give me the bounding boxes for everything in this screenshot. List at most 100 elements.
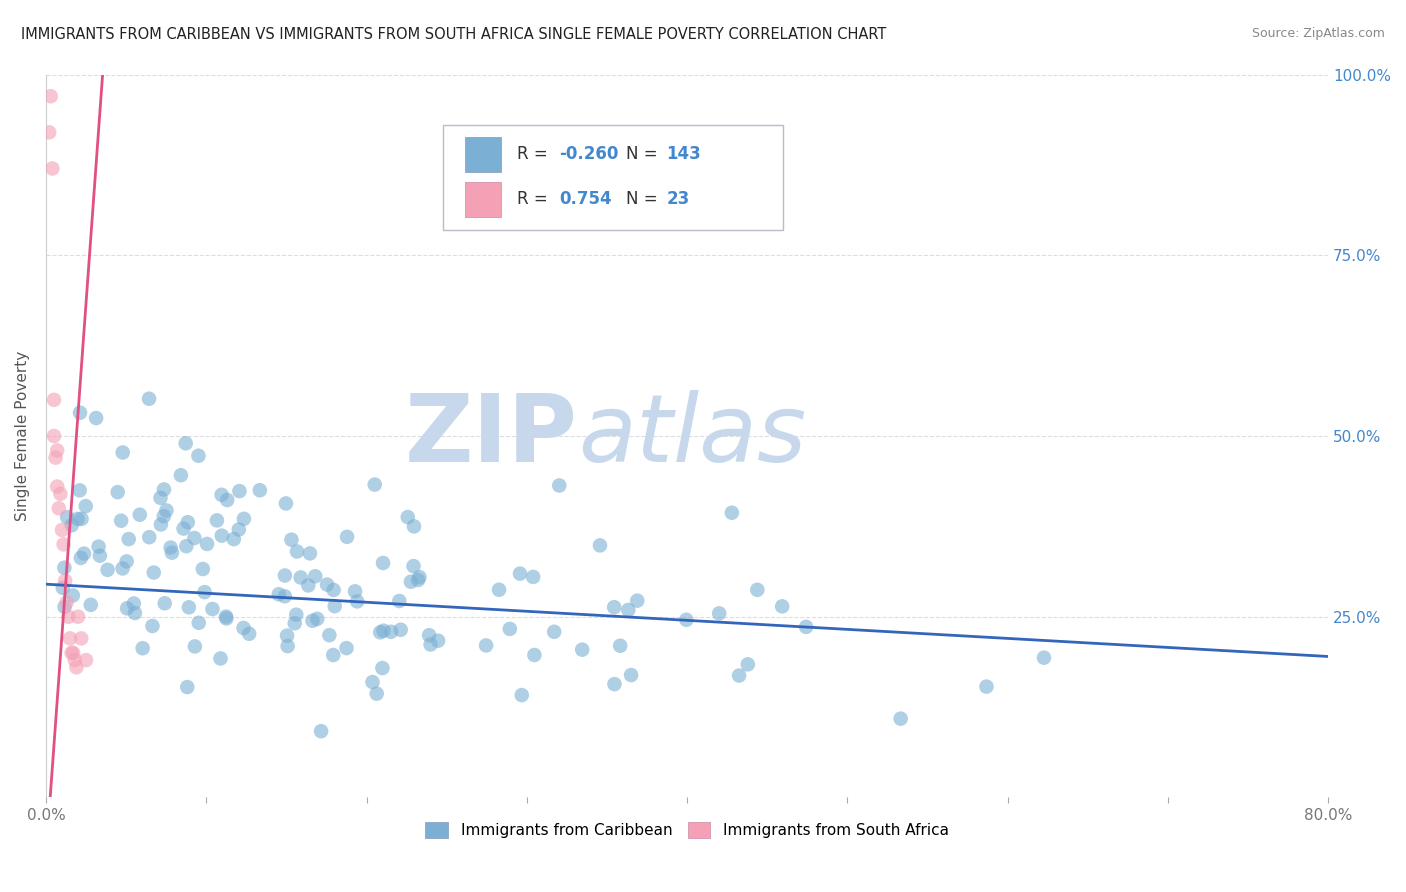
Point — [115, 601, 138, 615]
Point — [211, 488, 233, 502]
Point — [571, 642, 593, 657]
Point — [53, 574, 76, 588]
Point — [191, 562, 214, 576]
Text: 0.754: 0.754 — [558, 190, 612, 208]
Point — [344, 584, 367, 599]
Point — [389, 623, 412, 637]
Point — [89, 549, 111, 563]
Point — [153, 596, 176, 610]
Point — [38, 125, 60, 139]
Point — [66, 609, 89, 624]
Point — [499, 622, 522, 636]
Point — [87, 540, 110, 554]
Point — [41, 161, 63, 176]
Point — [402, 519, 425, 533]
Point — [307, 612, 329, 626]
Point — [211, 529, 233, 543]
Point — [194, 585, 217, 599]
Point — [69, 406, 91, 420]
Point — [110, 514, 132, 528]
Point — [276, 629, 298, 643]
Text: Source: ZipAtlas.com: Source: ZipAtlas.com — [1251, 27, 1385, 40]
Y-axis label: Single Female Poverty: Single Female Poverty — [15, 351, 30, 521]
Point — [510, 688, 533, 702]
Text: ZIP: ZIP — [405, 390, 578, 482]
Point — [39, 89, 62, 103]
Point — [402, 559, 425, 574]
Point — [335, 641, 357, 656]
Point — [280, 533, 302, 547]
Point — [170, 468, 193, 483]
Point — [58, 609, 80, 624]
Point — [509, 566, 531, 581]
Point — [75, 499, 97, 513]
Point — [709, 607, 731, 621]
Point — [406, 573, 429, 587]
Point — [80, 598, 103, 612]
Point — [46, 443, 69, 458]
Point — [111, 561, 134, 575]
Point — [297, 578, 319, 592]
Point — [122, 597, 145, 611]
Text: N =: N = — [626, 190, 662, 208]
Point — [201, 602, 224, 616]
Point — [301, 614, 323, 628]
Point — [56, 510, 79, 524]
Point — [177, 515, 200, 529]
Point — [195, 537, 218, 551]
Point — [65, 660, 87, 674]
Point — [277, 639, 299, 653]
Point — [523, 648, 546, 662]
Point — [589, 538, 612, 552]
Point — [149, 491, 172, 505]
Point — [309, 724, 332, 739]
Point — [284, 616, 307, 631]
Point — [267, 587, 290, 601]
Point — [215, 611, 238, 625]
Point — [138, 392, 160, 406]
Point — [209, 651, 232, 665]
Point — [322, 648, 344, 662]
Point — [141, 619, 163, 633]
Point — [721, 506, 744, 520]
Point — [388, 594, 411, 608]
Point — [543, 624, 565, 639]
Point — [153, 483, 176, 497]
Point — [976, 680, 998, 694]
Point — [274, 568, 297, 582]
Point — [274, 496, 297, 510]
Text: 23: 23 — [666, 190, 690, 208]
Point — [361, 675, 384, 690]
Point — [176, 680, 198, 694]
Point — [131, 641, 153, 656]
Point — [138, 530, 160, 544]
Point — [42, 392, 65, 407]
Point — [371, 556, 394, 570]
Point — [70, 632, 93, 646]
Point — [187, 615, 209, 630]
Point — [488, 582, 510, 597]
Point — [373, 624, 395, 638]
Point — [153, 509, 176, 524]
Point — [274, 589, 297, 603]
Point — [336, 530, 359, 544]
FancyBboxPatch shape — [465, 182, 501, 217]
Point — [371, 661, 394, 675]
Point — [174, 436, 197, 450]
Point — [107, 485, 129, 500]
Point — [46, 480, 69, 494]
Point — [48, 501, 70, 516]
Point — [59, 632, 82, 646]
Point — [228, 523, 250, 537]
Point — [51, 523, 73, 537]
Point — [69, 483, 91, 498]
Point — [318, 628, 340, 642]
Point — [228, 484, 250, 499]
Point — [890, 712, 912, 726]
Point — [475, 639, 498, 653]
Point — [160, 546, 183, 560]
Point — [285, 607, 308, 622]
Point — [173, 522, 195, 536]
Point — [124, 606, 146, 620]
Point — [747, 582, 769, 597]
